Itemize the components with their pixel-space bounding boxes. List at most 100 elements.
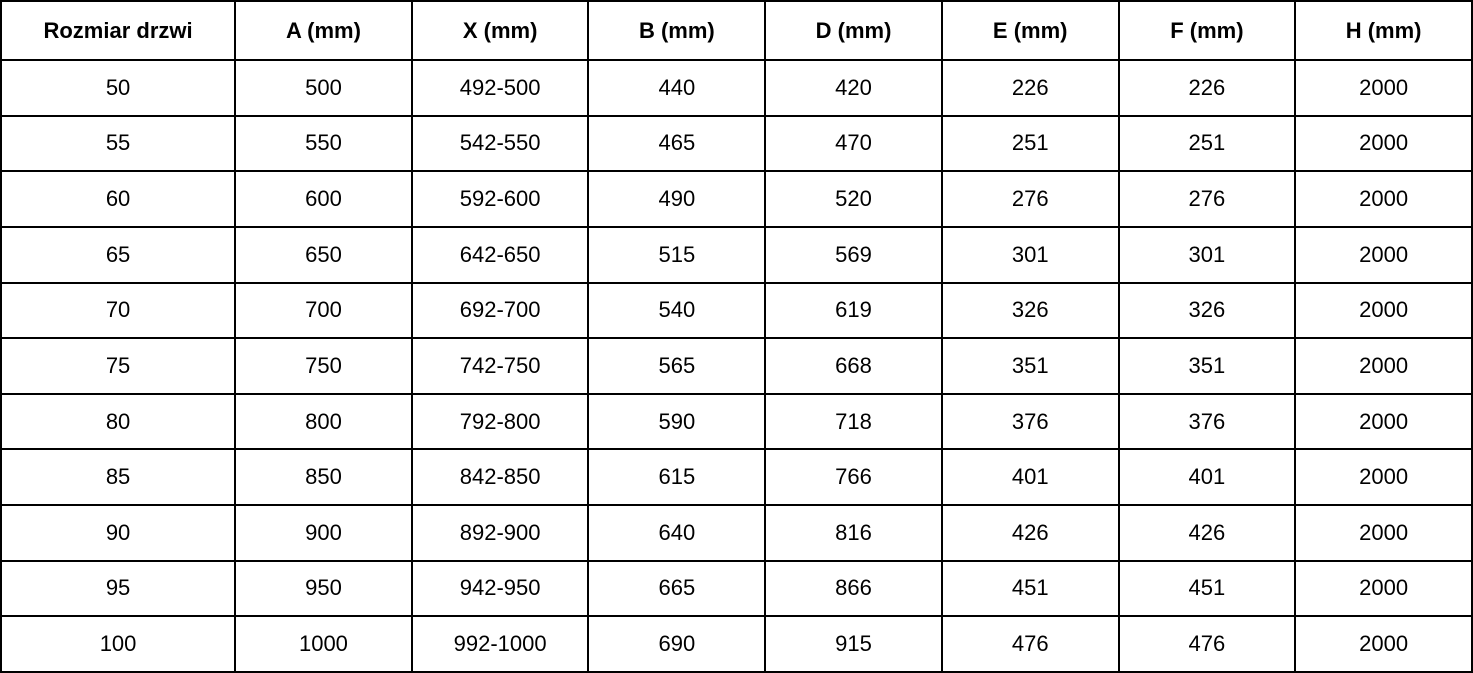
table-cell: 590: [587, 392, 767, 451]
table-cell: 550: [234, 114, 413, 173]
table-row: 50 500 492-500 440 420 226 226 2000: [0, 59, 1473, 117]
table-cell: 470: [764, 114, 943, 173]
column-header-d-mm: D (mm): [764, 0, 943, 61]
column-header-b-mm: B (mm): [587, 0, 767, 61]
header-row: Rozmiar drzwi A (mm) X (mm) B (mm) D (mm…: [0, 0, 1473, 61]
table-cell: 451: [940, 559, 1120, 618]
table-row: 65 650 642-650 515 569 301 301 2000: [0, 225, 1473, 284]
table-cell: 376: [1117, 392, 1297, 451]
table-cell: 426: [940, 504, 1120, 562]
table-cell: 542-550: [410, 114, 590, 173]
table-row: 75 750 742-750 565 668 351 351 2000: [0, 337, 1473, 395]
table-row: 95 950 942-950 665 866 451 451 2000: [0, 559, 1473, 618]
table-row: 55 550 542-550 465 470 251 251 2000: [0, 114, 1473, 173]
table-cell: 226: [940, 59, 1120, 117]
table-cell: 1000: [234, 615, 413, 673]
table-cell: 401: [940, 448, 1120, 506]
table-cell: 520: [764, 170, 943, 228]
table-cell: 301: [1117, 225, 1297, 284]
table-cell: 95: [0, 559, 237, 618]
table-cell: 2000: [1294, 559, 1473, 618]
table-cell: 490: [587, 170, 767, 228]
table-cell: 540: [587, 281, 767, 340]
table-cell: 892-900: [410, 504, 590, 562]
table-cell: 476: [940, 615, 1120, 673]
table-cell: 592-600: [410, 170, 590, 228]
table-cell: 950: [234, 559, 413, 618]
column-header-h-mm: H (mm): [1294, 0, 1473, 61]
table-cell: 816: [764, 504, 943, 562]
table-cell: 2000: [1294, 281, 1473, 340]
table-cell: 665: [587, 559, 767, 618]
table-cell: 2000: [1294, 392, 1473, 451]
table-row: 70 700 692-700 540 619 326 326 2000: [0, 281, 1473, 340]
table-cell: 301: [940, 225, 1120, 284]
table-cell: 842-850: [410, 448, 590, 506]
table-cell: 90: [0, 504, 237, 562]
table-cell: 766: [764, 448, 943, 506]
table-cell: 326: [1117, 281, 1297, 340]
table-cell: 2000: [1294, 114, 1473, 173]
table-cell: 276: [1117, 170, 1297, 228]
table-row: 90 900 892-900 640 816 426 426 2000: [0, 504, 1473, 562]
table-cell: 800: [234, 392, 413, 451]
table-cell: 100: [0, 615, 237, 673]
table-cell: 992-1000: [410, 615, 590, 673]
column-header-e-mm: E (mm): [940, 0, 1120, 61]
table-cell: 742-750: [410, 337, 590, 395]
table-cell: 451: [1117, 559, 1297, 618]
table-cell: 700: [234, 281, 413, 340]
table-cell: 2000: [1294, 225, 1473, 284]
table-cell: 866: [764, 559, 943, 618]
table-cell: 650: [234, 225, 413, 284]
table-cell: 642-650: [410, 225, 590, 284]
table-cell: 75: [0, 337, 237, 395]
column-header-x-mm: X (mm): [410, 0, 590, 61]
table-row: 80 800 792-800 590 718 376 376 2000: [0, 392, 1473, 451]
table-cell: 750: [234, 337, 413, 395]
table-cell: 440: [587, 59, 767, 117]
table-cell: 515: [587, 225, 767, 284]
table-cell: 85: [0, 448, 237, 506]
table-row: 100 1000 992-1000 690 915 476 476 2000: [0, 615, 1473, 673]
table-cell: 2000: [1294, 448, 1473, 506]
table-cell: 2000: [1294, 504, 1473, 562]
table-cell: 690: [587, 615, 767, 673]
table-cell: 850: [234, 448, 413, 506]
table-cell: 619: [764, 281, 943, 340]
table-cell: 915: [764, 615, 943, 673]
table-cell: 420: [764, 59, 943, 117]
table-row: 60 600 592-600 490 520 276 276 2000: [0, 170, 1473, 228]
table-cell: 900: [234, 504, 413, 562]
table-cell: 55: [0, 114, 237, 173]
table-cell: 401: [1117, 448, 1297, 506]
table-cell: 376: [940, 392, 1120, 451]
table-cell: 426: [1117, 504, 1297, 562]
column-header-f-mm: F (mm): [1117, 0, 1297, 61]
table-cell: 569: [764, 225, 943, 284]
table-cell: 351: [1117, 337, 1297, 395]
table-cell: 465: [587, 114, 767, 173]
table-cell: 2000: [1294, 615, 1473, 673]
table-cell: 2000: [1294, 337, 1473, 395]
column-header-rozmiar-drzwi: Rozmiar drzwi: [0, 0, 237, 61]
table-cell: 942-950: [410, 559, 590, 618]
table-cell: 640: [587, 504, 767, 562]
table-cell: 600: [234, 170, 413, 228]
table-cell: 351: [940, 337, 1120, 395]
table-cell: 276: [940, 170, 1120, 228]
table-cell: 50: [0, 59, 237, 117]
table-cell: 565: [587, 337, 767, 395]
table-cell: 251: [1117, 114, 1297, 173]
table-cell: 615: [587, 448, 767, 506]
table-cell: 718: [764, 392, 943, 451]
column-header-a-mm: A (mm): [234, 0, 413, 61]
table-cell: 60: [0, 170, 237, 228]
table-cell: 476: [1117, 615, 1297, 673]
table-cell: 692-700: [410, 281, 590, 340]
table-cell: 70: [0, 281, 237, 340]
table-cell: 2000: [1294, 170, 1473, 228]
table-cell: 251: [940, 114, 1120, 173]
table-row: 85 850 842-850 615 766 401 401 2000: [0, 448, 1473, 506]
